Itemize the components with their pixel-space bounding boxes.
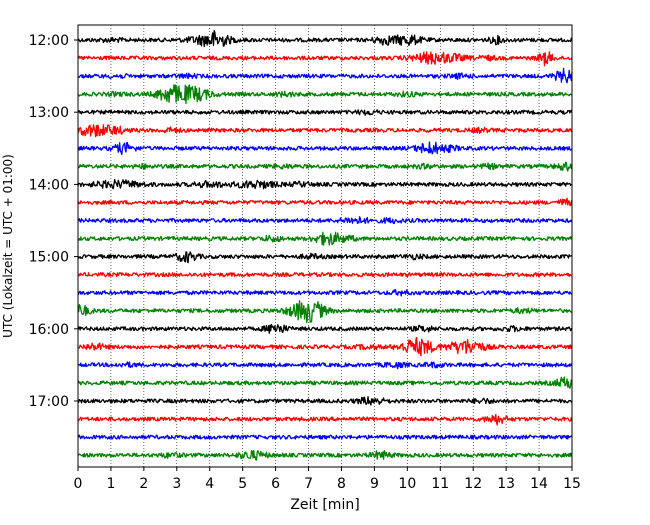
seismic-trace-1400 <box>77 178 573 190</box>
seismic-trace-1530 <box>77 289 573 297</box>
y-tick-label: 14:00 <box>29 177 69 193</box>
seismic-trace-1200 <box>77 29 573 48</box>
seismic-traces <box>77 29 573 461</box>
seismic-trace-1215 <box>77 51 573 67</box>
y-axis-ticks: 12:00 13:00 14:00 15:00 16:00 17:00 <box>29 33 78 410</box>
seismic-trace-1415 <box>77 197 573 207</box>
seismic-trace-1330 <box>77 141 573 156</box>
plot-area <box>78 25 572 467</box>
y-tick-label: 16:00 <box>29 322 69 338</box>
x-tick-label: 15 <box>563 476 581 492</box>
x-tick-label: 8 <box>337 476 346 492</box>
seismic-trace-1245 <box>77 84 573 105</box>
seismic-trace-1645 <box>77 376 573 389</box>
seismic-trace-1445 <box>77 231 573 246</box>
x-tick-label: 7 <box>304 476 313 492</box>
seismic-trace-1615 <box>77 336 573 357</box>
y-tick-label: 17:00 <box>29 394 69 410</box>
seismic-trace-1430 <box>77 216 573 225</box>
x-tick-label: 6 <box>271 476 280 492</box>
x-tick-label: 4 <box>205 476 214 492</box>
x-tick-label: 1 <box>106 476 115 492</box>
x-axis-title: Zeit [min] <box>290 497 359 513</box>
x-tick-label: 10 <box>398 476 416 492</box>
y-tick-label: 13:00 <box>29 105 69 121</box>
x-axis-ticks: 0 1 2 3 4 5 6 7 8 9 10 11 12 13 14 15 <box>74 467 581 492</box>
x-tick-label: 5 <box>238 476 247 492</box>
plot-frame <box>77 24 573 468</box>
seismic-trace-1500 <box>77 251 573 264</box>
seismic-trace-1600 <box>77 323 573 334</box>
y-axis-title: UTC (Lokalzeit = UTC + 01:00) <box>1 154 15 338</box>
x-tick-label: 3 <box>172 476 181 492</box>
x-tick-label: 0 <box>74 476 83 492</box>
x-tick-label: 14 <box>530 476 548 492</box>
seismic-trace-1345 <box>77 161 573 172</box>
x-tick-label: 13 <box>497 476 515 492</box>
seismic-trace-1700 <box>77 395 573 406</box>
seismic-trace-1230 <box>77 67 573 84</box>
seismic-trace-1315 <box>77 124 573 138</box>
x-tick-label: 12 <box>464 476 482 492</box>
seismic-trace-1730 <box>77 434 573 440</box>
seismic-trace-1300 <box>77 109 573 116</box>
seismic-trace-1515 <box>77 272 573 278</box>
seismic-trace-1745 <box>77 449 573 461</box>
x-tick-label: 9 <box>370 476 379 492</box>
seismic-trace-1630 <box>77 361 573 370</box>
seismic-trace-1545 <box>77 300 573 324</box>
y-tick-label: 12:00 <box>29 33 69 49</box>
seismic-trace-1715 <box>77 413 573 426</box>
x-tick-label: 11 <box>431 476 449 492</box>
y-tick-label: 15:00 <box>29 250 69 266</box>
x-tick-label: 2 <box>139 476 148 492</box>
